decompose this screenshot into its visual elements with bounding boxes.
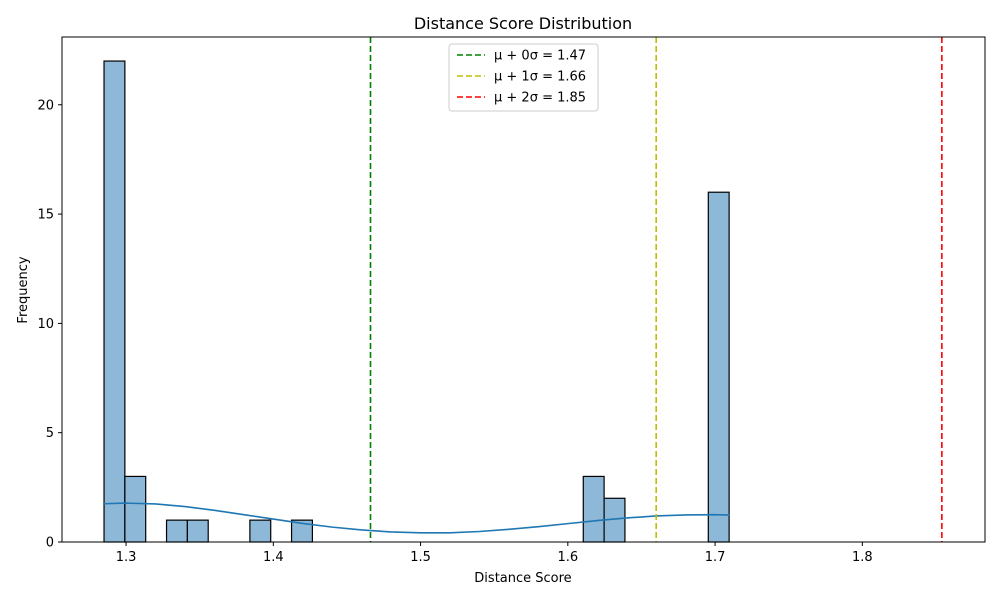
y-tick-label: 10 [37,317,54,332]
histogram-bar [124,475,147,543]
x-ticks: 1.3 1.4 1.5 1.6 1.7 1.8 [116,542,873,565]
x-tick-label: 1.5 [410,550,431,565]
histogram-bar [103,60,126,543]
chart-title: Distance Score Distribution [414,14,632,33]
legend-label: μ + 0σ = 1.47 [494,49,586,64]
y-ticks: 0 5 10 15 20 [37,98,62,551]
kde-curve [103,502,730,534]
y-tick-label: 15 [37,208,54,223]
histogram-bar [186,519,209,543]
histogram-bar [582,475,605,543]
y-tick-label: 5 [46,426,54,441]
histogram-bar [165,519,188,543]
y-tick-label: 0 [46,536,54,551]
y-axis-label: Frequency [16,256,31,323]
x-tick-label: 1.7 [705,550,726,565]
plot-frame [61,36,986,543]
x-tick-label: 1.4 [263,550,284,565]
x-tick-label: 1.6 [557,550,578,565]
histogram-bar [249,519,272,543]
reference-lines-layer [369,37,943,542]
legend-label: μ + 2σ = 1.85 [494,91,586,106]
x-tick-label: 1.8 [852,550,873,565]
x-axis-label: Distance Score [474,571,571,586]
kde-layer [103,502,730,534]
histogram-bar [707,191,730,543]
y-tick-label: 20 [37,98,54,113]
bars-layer [103,60,730,543]
legend-label: μ + 1σ = 1.66 [494,70,586,85]
legend-box [448,43,599,112]
legend: μ + 0σ = 1.47 μ + 1σ = 1.66 μ + 2σ = 1.85 [448,43,599,112]
x-tick-label: 1.3 [116,550,137,565]
